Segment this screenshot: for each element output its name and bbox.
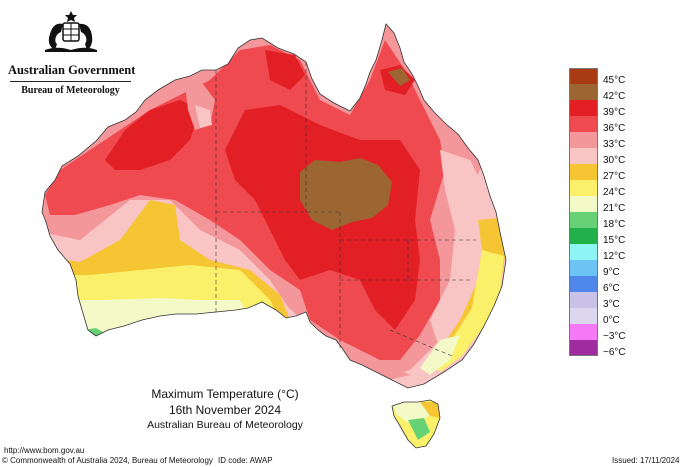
legend-label: 15°C [603,235,626,246]
legend-label: 0°C [603,315,620,326]
zone-39c [105,100,200,170]
legend-label: 12°C [603,251,626,262]
footer: © Commonwealth of Australia 2024, Bureau… [0,455,680,467]
legend-row: 12°C [569,244,649,262]
legend-swatch [569,340,598,356]
legend-label: 39°C [603,107,626,118]
legend-swatch [569,132,598,148]
state-borders [215,62,476,357]
zone-21c-southwest [42,298,250,345]
legend-label: −3°C [603,331,626,342]
commonwealth-coat-of-arms-icon [44,11,97,52]
map-agency: Australian Bureau of Meteorology [147,419,303,431]
legend-row: 33°C [569,132,649,150]
legend-label: 45°C [603,75,626,86]
logo-divider [10,81,131,82]
legend-label: 36°C [603,123,626,134]
zone-30c-west [195,105,212,128]
legend-label: 33°C [603,139,626,150]
legend-label: 9°C [603,267,620,278]
legend-row: 24°C [569,180,649,198]
legend-swatch [569,68,598,84]
legend-row: 9°C [569,260,649,278]
legend-label: 21°C [603,203,626,214]
legend-row: 30°C [569,148,649,166]
legend-swatch [569,196,598,212]
legend-row: 3°C [569,292,649,310]
government-logo: Australian Government Bureau of Meteorol… [8,10,136,96]
legend-row: 6°C [569,276,649,294]
map-title: Maximum Temperature (°C) [151,387,299,401]
legend-row: 15°C [569,228,649,246]
zone-33c-southeast [340,340,410,382]
legend-swatch [569,180,598,196]
legend-label: 6°C [603,283,620,294]
legend-label: 18°C [603,219,626,230]
legend-row: 18°C [569,212,649,230]
legend-row: 36°C [569,116,649,134]
legend-swatch [569,148,598,164]
legend-row: 27°C [569,164,649,182]
temperature-legend: 45°C 42°C 39°C 36°C 33°C 30°C 27°C 24°C 21°C 18°C… [569,68,649,358]
legend-swatch [569,244,598,260]
bureau-name: Bureau of Meteorology [21,85,120,96]
legend-label: 27°C [603,171,626,182]
footer-id-code: ID code: AWAP [218,456,273,465]
legend-swatch [569,260,598,276]
legend-swatch [569,324,598,340]
map-date: 16th November 2024 [168,403,282,417]
legend-swatch [569,100,598,116]
government-name: Australian Government [8,63,136,77]
legend-swatch [569,212,598,228]
legend-label: 3°C [603,299,620,310]
legend-swatch [569,116,598,132]
legend-swatch [569,228,598,244]
map-caption: Maximum Temperature (°C) 16th November 2… [120,386,330,432]
zone-42c-cape [388,68,410,86]
legend-row: −3°C [569,324,649,342]
legend-swatch [569,292,598,308]
legend-row: 0°C [569,308,649,326]
footer-url[interactable]: http://www.bom.gov.au [4,446,85,455]
zone-39c-north [265,50,305,90]
legend-label: 42°C [603,91,626,102]
legend-label: −6°C [603,347,626,358]
legend-swatch [569,308,598,324]
legend-row: 45°C [569,68,649,86]
legend-label: 30°C [603,155,626,166]
footer-issued: Issued: 17/11/2024 [612,456,680,465]
legend-row: −6°C [569,340,649,358]
legend-row: 42°C [569,84,649,102]
zone-21c-east [420,335,460,375]
tasmania [391,399,441,449]
legend-swatch [569,164,598,180]
legend-label: 24°C [603,187,626,198]
legend-swatch [569,276,598,292]
legend-row: 39°C [569,100,649,118]
legend-swatch [569,84,598,100]
footer-copyright: © Commonwealth of Australia 2024, Bureau… [2,456,213,465]
legend-row: 21°C [569,196,649,214]
